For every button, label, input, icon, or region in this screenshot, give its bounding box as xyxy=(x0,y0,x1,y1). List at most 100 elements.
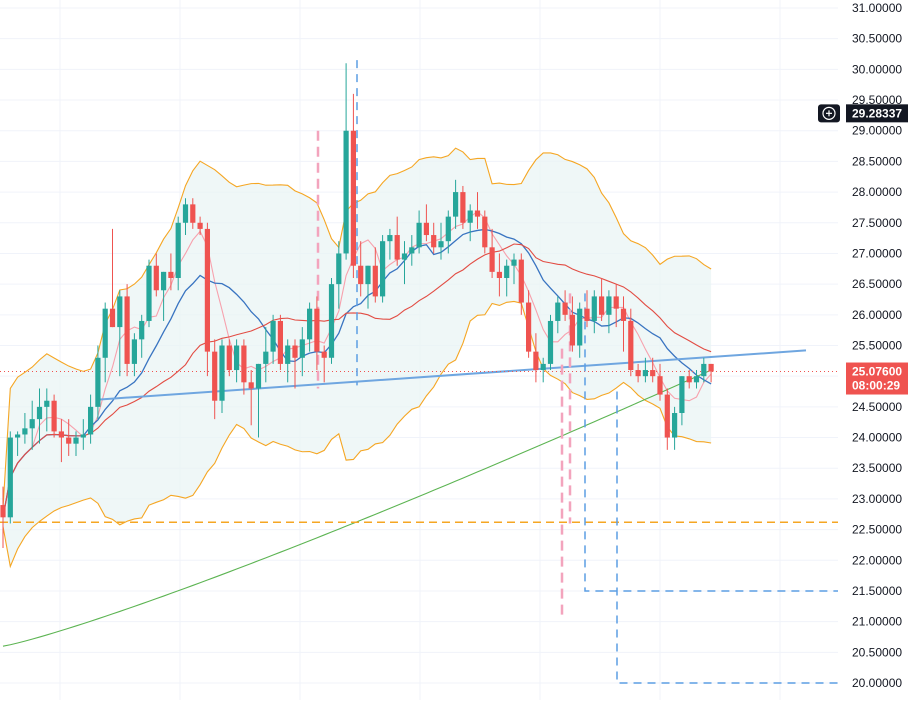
candle[interactable] xyxy=(336,241,342,309)
candle[interactable] xyxy=(547,314,554,371)
candle[interactable] xyxy=(577,302,583,358)
candle[interactable] xyxy=(358,241,364,297)
candle[interactable] xyxy=(95,345,101,420)
candle[interactable] xyxy=(234,339,240,383)
candle[interactable] xyxy=(66,419,72,456)
candle[interactable] xyxy=(161,271,167,321)
candle[interactable] xyxy=(416,210,422,254)
candle[interactable] xyxy=(511,253,517,285)
candle[interactable] xyxy=(533,333,539,383)
candle[interactable] xyxy=(489,228,495,278)
candle[interactable] xyxy=(124,284,130,377)
candle[interactable] xyxy=(299,327,305,377)
candle[interactable] xyxy=(606,290,612,334)
candle[interactable] xyxy=(80,419,86,450)
candle[interactable] xyxy=(22,413,28,444)
candle[interactable] xyxy=(482,210,488,254)
candle[interactable] xyxy=(226,339,232,377)
candle[interactable] xyxy=(628,308,634,377)
candle[interactable] xyxy=(153,253,159,297)
candle[interactable] xyxy=(219,339,225,413)
candle[interactable] xyxy=(197,216,203,236)
candle[interactable] xyxy=(664,388,670,450)
candle[interactable] xyxy=(102,302,108,383)
candle[interactable] xyxy=(555,296,561,334)
candle[interactable] xyxy=(36,388,43,444)
candle[interactable] xyxy=(285,339,291,383)
candle[interactable] xyxy=(431,222,437,254)
candle[interactable] xyxy=(693,370,700,389)
candle[interactable] xyxy=(44,388,50,432)
candle[interactable] xyxy=(365,265,371,309)
candle[interactable] xyxy=(307,302,313,352)
candle[interactable] xyxy=(51,394,57,438)
candle[interactable] xyxy=(518,253,524,315)
candle[interactable] xyxy=(657,363,663,401)
candle[interactable] xyxy=(504,259,510,297)
candle[interactable] xyxy=(591,290,597,334)
candle[interactable] xyxy=(241,339,247,395)
candle[interactable] xyxy=(686,370,692,389)
candle[interactable] xyxy=(0,486,6,548)
candle[interactable] xyxy=(175,216,181,291)
candle[interactable] xyxy=(409,235,415,266)
candle[interactable] xyxy=(182,198,189,236)
candle[interactable] xyxy=(212,339,218,420)
candlesticks[interactable] xyxy=(0,63,714,548)
candle[interactable] xyxy=(401,241,408,285)
candle[interactable] xyxy=(635,363,641,383)
candle[interactable] xyxy=(139,314,145,358)
candle[interactable] xyxy=(642,357,648,383)
candle[interactable] xyxy=(190,198,196,229)
candle[interactable] xyxy=(387,228,393,260)
candle[interactable] xyxy=(562,290,568,321)
blue-range-box[interactable] xyxy=(584,293,838,592)
candle[interactable] xyxy=(204,222,210,377)
candle[interactable] xyxy=(460,185,466,229)
candle[interactable] xyxy=(131,333,137,377)
candle[interactable] xyxy=(328,278,335,364)
candle[interactable] xyxy=(679,376,685,426)
candle[interactable] xyxy=(620,296,627,352)
candle[interactable] xyxy=(292,339,298,389)
candle[interactable] xyxy=(168,253,174,291)
candle[interactable] xyxy=(146,259,152,328)
crosshair-price-tag[interactable]: 29.28337 xyxy=(846,104,908,123)
candle[interactable] xyxy=(394,216,400,266)
candle[interactable] xyxy=(526,290,532,358)
candle[interactable] xyxy=(372,247,378,303)
candle[interactable] xyxy=(263,327,269,383)
trendline[interactable] xyxy=(99,349,807,401)
candle[interactable] xyxy=(453,179,459,229)
candle[interactable] xyxy=(73,431,79,456)
candle[interactable] xyxy=(109,228,116,328)
candle[interactable] xyxy=(7,431,13,524)
candle[interactable] xyxy=(672,406,678,450)
candle[interactable] xyxy=(314,296,320,371)
candle[interactable] xyxy=(117,290,123,377)
candle[interactable] xyxy=(467,204,473,242)
candle[interactable] xyxy=(321,345,327,383)
candle[interactable] xyxy=(29,400,35,450)
candle[interactable] xyxy=(88,394,94,444)
candle[interactable] xyxy=(270,314,276,364)
candle[interactable] xyxy=(474,192,481,229)
candle[interactable] xyxy=(438,222,444,260)
candle[interactable] xyxy=(584,290,590,328)
candle[interactable] xyxy=(380,235,386,303)
candle[interactable] xyxy=(701,357,707,383)
candle[interactable] xyxy=(343,63,349,260)
candle[interactable] xyxy=(613,284,619,328)
candle[interactable] xyxy=(248,370,254,426)
candle[interactable] xyxy=(650,357,656,383)
candle[interactable] xyxy=(445,210,451,254)
candle[interactable] xyxy=(599,278,605,321)
blue-range-box[interactable] xyxy=(616,391,838,684)
candle[interactable] xyxy=(277,314,283,371)
candle[interactable] xyxy=(15,431,21,456)
candle[interactable] xyxy=(350,93,356,278)
candle[interactable] xyxy=(569,296,575,352)
candle[interactable] xyxy=(708,363,714,383)
